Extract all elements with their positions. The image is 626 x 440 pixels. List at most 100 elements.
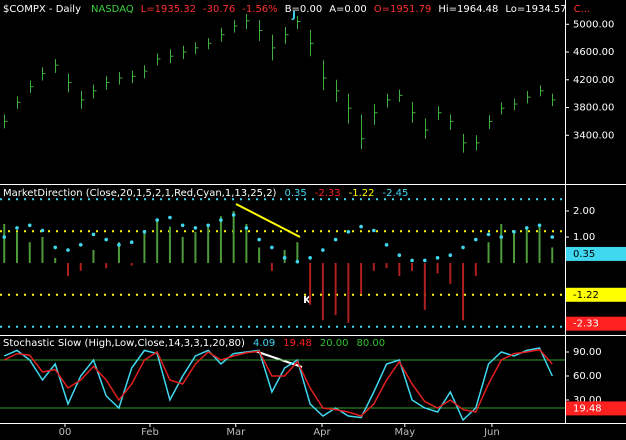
- panel-title: $COMPX - Daily: [3, 4, 81, 15]
- quote: Lo=1934.57: [505, 4, 566, 15]
- x-tick-label: Jun: [483, 427, 500, 438]
- readout: 19.48: [283, 338, 312, 349]
- line-dot: [359, 224, 363, 229]
- x-tick-label: Feb: [141, 427, 159, 438]
- histogram-bar: [54, 257, 57, 264]
- readout: -2.45: [382, 188, 408, 199]
- histogram-bar: [525, 229, 528, 264]
- panel-title: MarketDirection (Close,20,1,5,2,1,Red,Cy…: [3, 188, 277, 199]
- line-dot: [91, 232, 96, 237]
- line-dot: [372, 228, 376, 233]
- line-dot: [512, 230, 516, 234]
- line-dot: [537, 223, 542, 228]
- line-dot: [129, 240, 134, 245]
- histogram-bar: [181, 237, 184, 264]
- histogram-bar: [79, 263, 82, 271]
- histogram-bar: [474, 263, 477, 277]
- line-dot: [168, 215, 172, 220]
- line-dot: [270, 245, 274, 250]
- quote: A=0.00: [329, 4, 367, 15]
- line-dot: [295, 259, 300, 264]
- histogram-bar: [156, 221, 159, 264]
- panel-header: Stochastic Slow (High,Low,Close,14,3,3,1…: [3, 338, 385, 349]
- readout-box-label: -1.22: [573, 290, 599, 301]
- histogram-bar: [538, 226, 541, 264]
- y-tick-label: 1.00: [573, 232, 595, 243]
- histogram-bar: [105, 263, 108, 269]
- histogram-bar: [270, 263, 273, 271]
- quote: -30.76: [203, 4, 235, 15]
- readout: 0.35: [284, 188, 306, 199]
- histogram-bar: [296, 242, 299, 264]
- readout: 80.00: [357, 338, 386, 349]
- line-dot: [435, 256, 440, 260]
- x-tick-label: Mar: [226, 427, 246, 438]
- line-dot: [155, 218, 159, 222]
- readout-box-label: -2.33: [573, 319, 599, 330]
- readout-box-label: 0.35: [573, 249, 595, 260]
- panel-header: $COMPX - Daily NASDAQ L=1935.32 -30.76 -1.56…: [3, 4, 590, 15]
- annotation: J: [291, 10, 296, 21]
- line-dot: [180, 223, 185, 228]
- line-dot: [321, 248, 325, 252]
- histogram-bar: [321, 263, 324, 321]
- histogram-bar: [28, 242, 31, 264]
- histogram-bar: [245, 223, 248, 264]
- histogram-bar: [360, 263, 363, 295]
- line-dot: [27, 223, 32, 228]
- line-dot: [473, 237, 478, 242]
- series-line: [3, 347, 553, 422]
- histogram-bar: [334, 263, 337, 316]
- quote: L=1935.32: [141, 4, 196, 15]
- line-dot: [244, 226, 249, 230]
- readout-box: [566, 246, 626, 261]
- histogram-bar: [398, 263, 401, 277]
- histogram-bar: [513, 231, 516, 264]
- histogram-bar: [385, 263, 388, 269]
- line-dot: [461, 245, 465, 250]
- readout-box: [566, 287, 626, 302]
- line-dot: [142, 230, 147, 234]
- histogram-bar: [117, 242, 120, 264]
- line-dot: [104, 237, 109, 242]
- histogram-bar: [487, 242, 490, 264]
- line-dot: [524, 226, 529, 230]
- y-tick-label: 5000.00: [573, 19, 614, 30]
- histogram-bar: [130, 263, 133, 266]
- line-dot: [117, 243, 121, 247]
- x-tick-label: 00: [59, 427, 72, 438]
- quote: -1.56%: [242, 4, 277, 15]
- histogram-bar: [66, 263, 69, 277]
- y-tick-label: 3800.00: [573, 103, 614, 114]
- quote: B=0.00: [285, 4, 323, 15]
- y-tick-label: 4200.00: [573, 75, 614, 86]
- readout-box-label: 19.48: [573, 403, 602, 414]
- line-dot: [550, 235, 555, 239]
- line-dot: [2, 235, 7, 239]
- y-tick-label: 30.00: [573, 395, 602, 406]
- histogram-bar: [462, 263, 465, 321]
- y-tick-label: 3400.00: [573, 130, 614, 141]
- line-dot: [219, 218, 223, 222]
- line-dot: [333, 237, 338, 242]
- line-dot: [66, 248, 70, 252]
- panel-title: Stochastic Slow (High,Low,Close,14,3,3,1…: [3, 338, 245, 349]
- histogram-bar: [500, 223, 503, 264]
- line-dot: [486, 232, 491, 237]
- line-dot: [308, 256, 312, 260]
- readout: -1.22: [349, 188, 375, 199]
- histogram-bar: [41, 237, 44, 264]
- line-dot: [40, 228, 45, 233]
- histogram-bar: [232, 210, 235, 264]
- line-dot: [257, 237, 261, 242]
- histogram-bar: [423, 263, 426, 310]
- y-tick-label: 4600.00: [573, 47, 614, 58]
- line-dot: [410, 258, 414, 263]
- histogram-bar: [258, 247, 261, 264]
- histogram-bar: [207, 223, 210, 264]
- histogram-bar: [436, 263, 439, 274]
- line-dot: [231, 213, 236, 217]
- histogram-bar: [449, 263, 452, 284]
- readout: -2.33: [315, 188, 341, 199]
